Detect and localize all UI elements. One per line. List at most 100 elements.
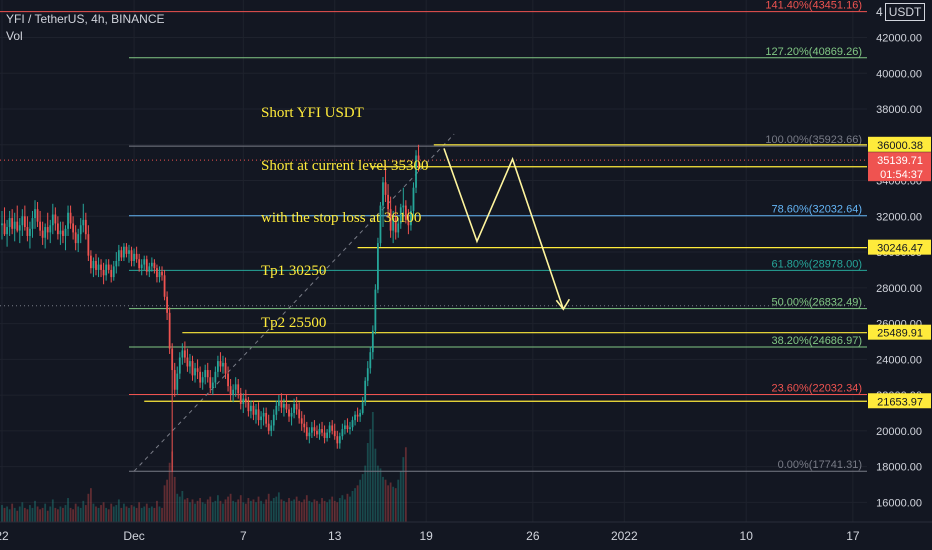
candle-body[interactable]	[199, 371, 202, 383]
candle-body[interactable]	[39, 221, 41, 231]
candle-body[interactable]	[305, 427, 308, 437]
candle-body[interactable]	[117, 250, 120, 261]
candle-body[interactable]	[328, 425, 331, 433]
candle-body[interactable]	[318, 429, 321, 435]
candle-body[interactable]	[107, 264, 110, 270]
candle-body[interactable]	[331, 425, 334, 431]
candle-body[interactable]	[382, 182, 384, 206]
candle-body[interactable]	[67, 212, 69, 229]
candle-body[interactable]	[252, 405, 255, 415]
candle-body[interactable]	[31, 218, 34, 229]
candle-body[interactable]	[26, 227, 29, 236]
candle-body[interactable]	[404, 205, 407, 220]
candle-body[interactable]	[54, 214, 57, 224]
candle-body[interactable]	[125, 246, 128, 254]
candle-body[interactable]	[285, 404, 288, 410]
candle-body[interactable]	[191, 361, 194, 376]
candle-body[interactable]	[379, 205, 382, 244]
candle-body[interactable]	[222, 362, 224, 367]
volume-indicator-label[interactable]: Vol	[6, 29, 23, 43]
candle-body[interactable]	[415, 155, 417, 188]
candle-body[interactable]	[303, 423, 306, 428]
candle-body[interactable]	[6, 227, 8, 235]
candle-body[interactable]	[290, 412, 293, 417]
candle-body[interactable]	[84, 219, 87, 235]
candle-body[interactable]	[44, 227, 47, 238]
candle-body[interactable]	[277, 400, 280, 406]
candle-body[interactable]	[232, 389, 235, 396]
candle-body[interactable]	[316, 430, 318, 435]
candle-body[interactable]	[100, 264, 102, 270]
candle-body[interactable]	[18, 225, 21, 231]
candle-body[interactable]	[186, 357, 189, 367]
candle-body[interactable]	[173, 370, 176, 390]
candle-body[interactable]	[183, 350, 186, 358]
candle-body[interactable]	[217, 361, 219, 372]
candle-body[interactable]	[51, 214, 54, 226]
candle-body[interactable]	[326, 432, 329, 438]
candle-body[interactable]	[374, 289, 377, 331]
candle-body[interactable]	[181, 350, 184, 358]
candle-body[interactable]	[178, 357, 181, 374]
trade-annotation[interactable]: Short YFI USDT Short at current level 35…	[261, 70, 428, 350]
candle-body[interactable]	[250, 405, 252, 412]
candle-body[interactable]	[158, 271, 161, 278]
candle-body[interactable]	[338, 436, 341, 444]
candle-body[interactable]	[359, 412, 362, 417]
candle-body[interactable]	[150, 262, 153, 267]
candle-body[interactable]	[11, 218, 14, 229]
candle-body[interactable]	[257, 409, 260, 421]
candle-body[interactable]	[364, 380, 367, 403]
candle-body[interactable]	[384, 182, 387, 195]
candle-body[interactable]	[399, 207, 402, 224]
candle-body[interactable]	[201, 377, 204, 383]
candle-body[interactable]	[262, 412, 265, 417]
candle-body[interactable]	[351, 420, 354, 428]
candle-body[interactable]	[227, 373, 229, 387]
candle-body[interactable]	[130, 250, 133, 261]
candle-body[interactable]	[354, 414, 356, 421]
candle-body[interactable]	[239, 393, 242, 405]
candle-body[interactable]	[361, 402, 364, 413]
candle-body[interactable]	[349, 427, 351, 430]
symbol-title[interactable]: YFI / TetherUS, 4h, BINANCE	[6, 12, 165, 26]
candle-body[interactable]	[8, 218, 11, 228]
candle-body[interactable]	[145, 259, 148, 272]
candle-body[interactable]	[206, 370, 209, 378]
candle-body[interactable]	[46, 227, 49, 233]
candle-body[interactable]	[394, 218, 397, 233]
candle-body[interactable]	[77, 234, 80, 244]
candle-body[interactable]	[369, 352, 372, 369]
candle-body[interactable]	[270, 425, 273, 431]
candle-body[interactable]	[16, 221, 19, 231]
candle-body[interactable]	[356, 414, 359, 417]
candle-body[interactable]	[168, 312, 171, 349]
candle-body[interactable]	[219, 361, 222, 367]
candle-body[interactable]	[102, 269, 105, 276]
candle-body[interactable]	[272, 414, 275, 426]
candle-body[interactable]	[194, 368, 196, 376]
candle-body[interactable]	[156, 268, 158, 278]
candle-body[interactable]	[163, 275, 166, 297]
candle-body[interactable]	[288, 409, 290, 417]
candle-body[interactable]	[371, 330, 374, 353]
candle-body[interactable]	[3, 223, 6, 235]
candle-body[interactable]	[56, 223, 59, 235]
candle-body[interactable]	[283, 404, 285, 408]
candle-body[interactable]	[417, 155, 420, 161]
candle-body[interactable]	[112, 266, 115, 278]
candle-body[interactable]	[143, 259, 146, 265]
candle-body[interactable]	[402, 205, 405, 208]
candle-body[interactable]	[265, 412, 268, 424]
candle-body[interactable]	[34, 209, 36, 219]
candle-body[interactable]	[346, 425, 349, 430]
candle-body[interactable]	[133, 253, 135, 261]
candle-body[interactable]	[244, 398, 247, 403]
candle-body[interactable]	[79, 225, 82, 235]
candle-body[interactable]	[92, 261, 95, 269]
candle-body[interactable]	[336, 436, 339, 444]
candle-body[interactable]	[392, 218, 395, 231]
candle-body[interactable]	[255, 409, 257, 415]
candle-body[interactable]	[295, 404, 298, 410]
